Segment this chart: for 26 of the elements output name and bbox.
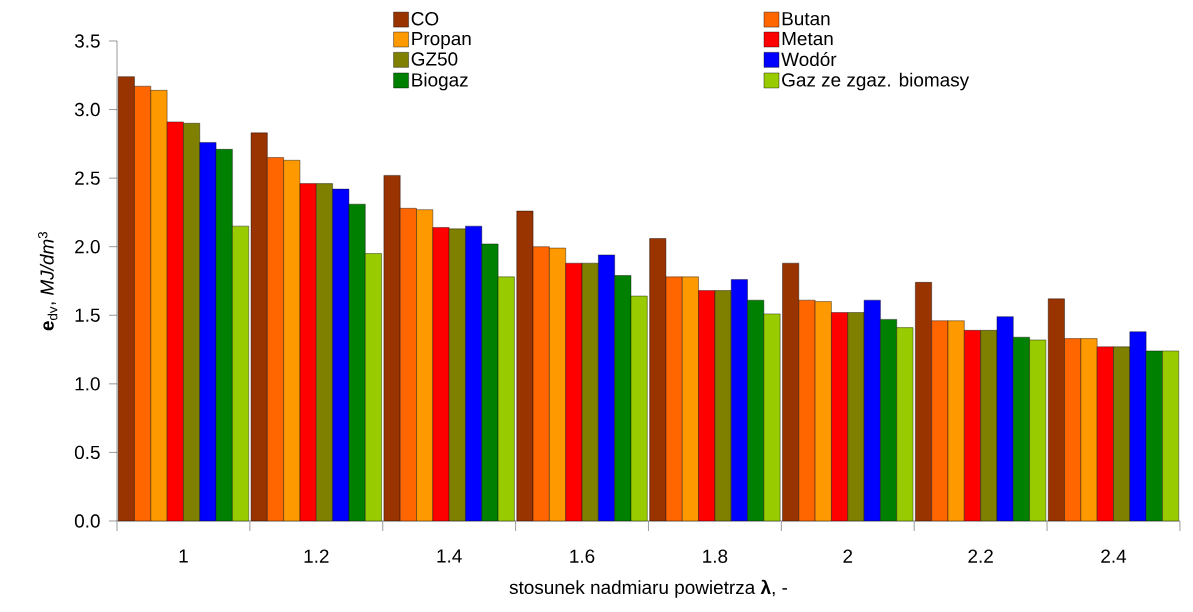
legend-label: Wodór [781, 51, 837, 67]
x-axis-title: stosunek nadmiaru powietrza λ, - [509, 579, 788, 598]
y-tick-label: 3.5 [74, 34, 100, 48]
y-tick-label: 0.0 [74, 514, 100, 528]
legend-label: Propan [412, 32, 471, 50]
legend-label: Butan [782, 12, 830, 26]
x-tick-label: 1 [179, 549, 188, 563]
x-tick-label: 1.8 [703, 549, 728, 563]
legend-label: CO [411, 12, 439, 26]
x-tick-label: 2.2 [968, 549, 993, 563]
y-tick-label: 2.5 [75, 171, 100, 185]
y-axis-title: e$_{dv}$, MJ/dm$^{3}$ [38, 231, 58, 331]
legend-label: Metan [782, 32, 833, 46]
y-tick-label: 3.0 [74, 102, 100, 117]
legend-label: Biogaz [412, 72, 468, 91]
x-tick-label: 2 [843, 549, 853, 563]
y-tick-label: 1.0 [75, 377, 100, 391]
x-tick-label: 1.6 [570, 549, 595, 563]
y-tick-label: 0.5 [74, 445, 100, 460]
legend-label: Gaz ze zgaz. biomasy [782, 72, 970, 91]
x-tick-label: 1.2 [304, 549, 329, 563]
y-tick-label: 1.5 [75, 308, 100, 322]
legend-label: GZ50 [411, 52, 458, 66]
x-tick-label: 2.4 [1101, 549, 1127, 563]
x-tick-label: 1.4 [437, 549, 462, 563]
y-tick-label: 2.0 [75, 240, 100, 254]
